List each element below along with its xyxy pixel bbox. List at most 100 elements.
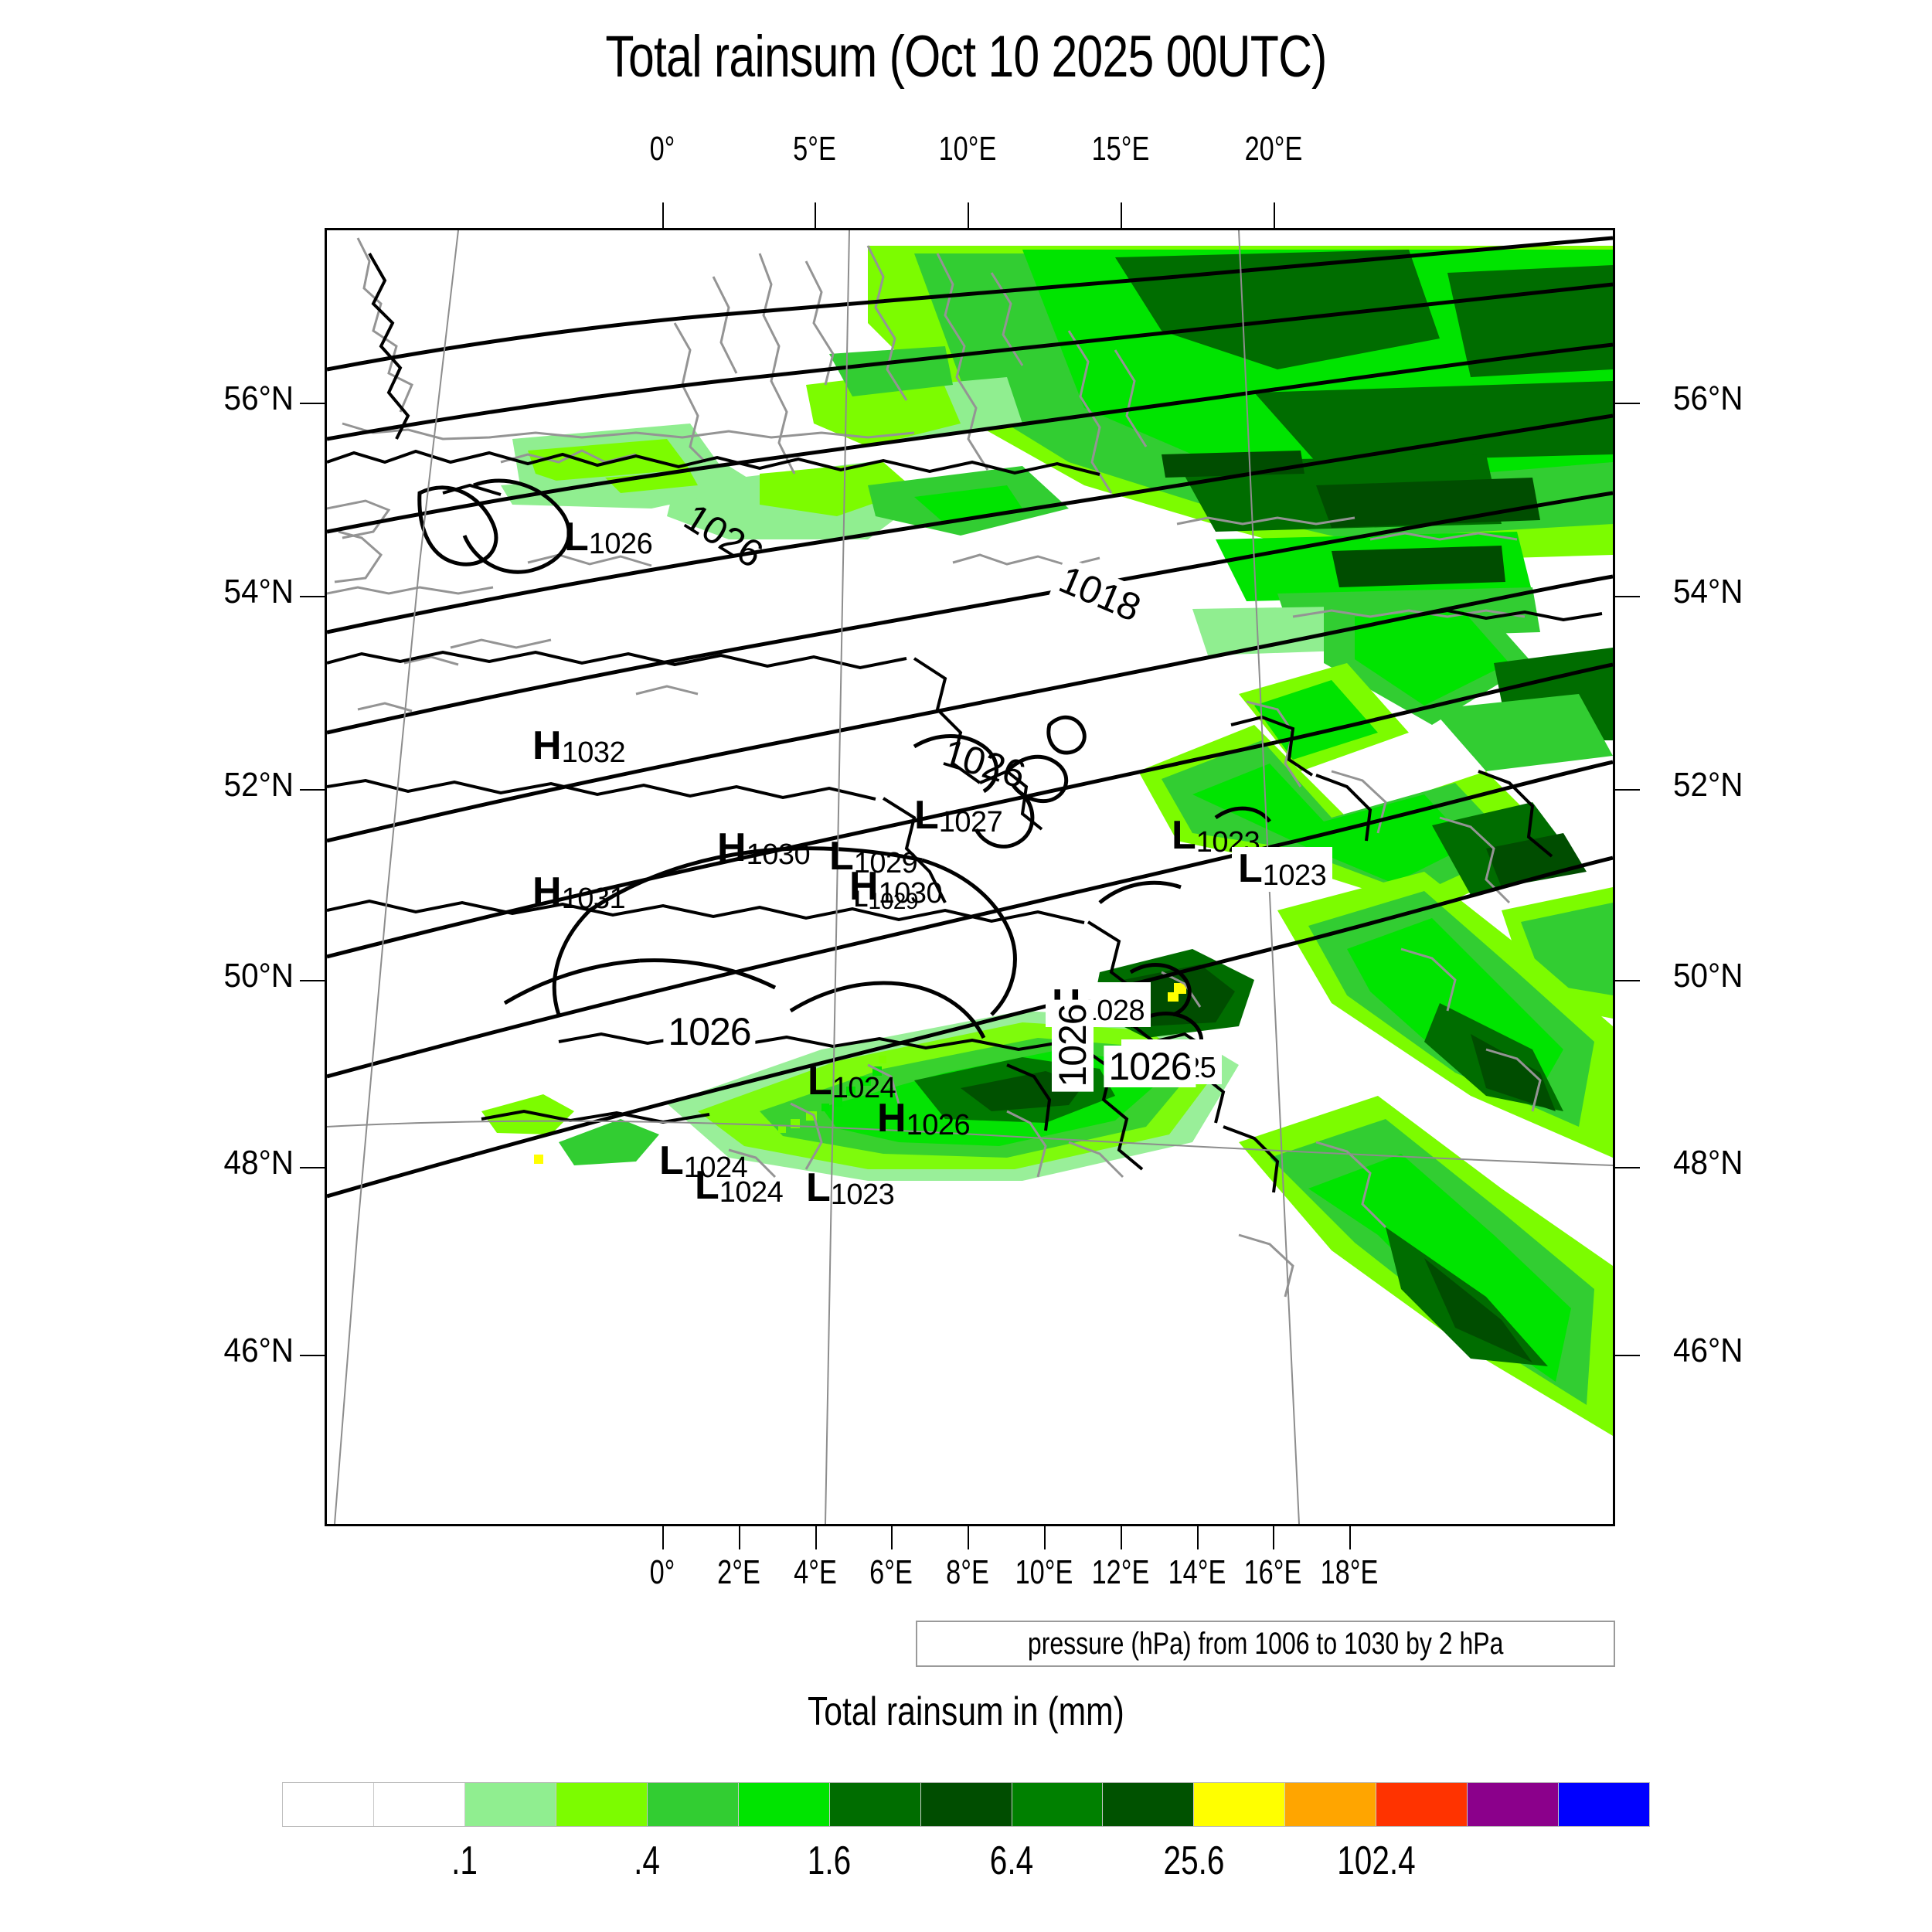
colorbar-tick-label: 1.6 [807,1838,852,1883]
pressure-center-l-label: L1024 [659,1138,748,1184]
map-graphics [327,230,1613,1524]
left-axis-tick-mark [300,596,325,597]
colorbar-cell[interactable] [1559,1783,1650,1826]
top-axis-tick-label: 20°E [1244,130,1303,168]
top-axis-tick-label: 5°E [793,130,836,168]
colorbar-cell[interactable] [373,1783,465,1826]
bottom-axis-tick-mark [968,1526,970,1549]
pressure-center-l-label: L1024 [808,1059,896,1104]
isobar-contour-label: 1026 [1051,999,1094,1092]
pressure-center-h-label: H1026 [877,1096,971,1141]
top-axis-tick-mark [662,202,664,228]
bottom-axis-tick-label: 10°E [1015,1553,1073,1591]
bottom-axis-tick-mark [1349,1526,1352,1549]
map-clip: L1026 H1032 H1031 H1030 L1029 H1030 L1029 L1027… [327,230,1613,1524]
bottom-axis-tick-label: 18°E [1320,1553,1379,1591]
pressure-center-l-label: L1024 [695,1163,784,1209]
top-axis-tick-label: 15°E [1091,130,1150,168]
colorbar-cell[interactable] [556,1783,648,1826]
colorbar-cell[interactable] [1468,1783,1560,1826]
colorbar-cell[interactable] [647,1783,739,1826]
left-axis-tick-mark [300,789,325,791]
right-axis-tick-mark [1615,596,1640,597]
pressure-legend-text: pressure (hPa) from 1006 to 1030 by 2 hP… [1027,1626,1504,1661]
pressure-center-l-label: L1029 [854,886,919,914]
top-axis-tick-mark [1121,202,1122,228]
national-borders [327,253,1603,1193]
top-axis-tick-mark [1274,202,1275,228]
colorbar-caption-text: Total rainsum in (mm) [808,1689,1124,1734]
colorbar-tick-label: 6.4 [989,1838,1034,1883]
coastlines [327,237,1542,1298]
pressure-center-h-label: H1030 [717,825,811,871]
left-latitude-label: 46°N [223,1332,294,1369]
bottom-axis-tick-label: 8°E [946,1553,990,1591]
bottom-axis-tick-mark [662,1526,664,1549]
right-latitude-label: 54°N [1673,573,1743,611]
pressure-center-h-label: H1031 [532,869,626,915]
colorbar-cell[interactable] [1376,1783,1468,1826]
left-latitude-label: 50°N [223,957,294,995]
bottom-axis-tick-mark [1120,1526,1122,1549]
left-latitude-label: 54°N [223,573,294,611]
bottom-axis-tick-mark [891,1526,893,1549]
left-axis-tick-mark [300,980,325,981]
top-axis-tick-label: 10°E [938,130,997,168]
bottom-axis-tick-label: 6°E [869,1553,913,1591]
page-title: Total rainsum (Oct 10 2025 00UTC) [605,24,1327,90]
colorbar-tick-label: 25.6 [1163,1838,1225,1883]
isobars [327,236,1613,1199]
colorbar-cell[interactable] [464,1783,556,1826]
left-axis-tick-mark [300,403,325,404]
pressure-center-h-label: H1030 [849,864,943,910]
bottom-axis-tick-mark [815,1526,817,1549]
pressure-center-l-label: L1026 [564,515,653,560]
map-plot-area[interactable]: L1026 H1032 H1031 H1030 L1029 H1030 L1029 L1027… [325,228,1615,1526]
right-axis-tick-mark [1615,1167,1640,1168]
right-latitude-label: 50°N [1673,957,1743,995]
colorbar-cell[interactable] [920,1783,1012,1826]
colorbar[interactable] [282,1782,1650,1827]
right-latitude-label: 48°N [1673,1144,1743,1182]
top-axis-tick-label: 0° [649,130,675,168]
colorbar-cell[interactable] [829,1783,921,1826]
bottom-axis-tick-mark [1273,1526,1275,1549]
left-axis-tick-mark [300,1167,325,1168]
bottom-axis-tick-mark [1196,1526,1199,1549]
bottom-axis-tick-mark [738,1526,740,1549]
right-axis-tick-mark [1615,789,1640,791]
colorbar-cell[interactable] [1012,1783,1104,1826]
colorbar-ticks: .1 .4 1.6 6.4 25.6 102.4 [282,1838,1650,1907]
right-latitude-label: 46°N [1673,1332,1743,1369]
isobar-contour-label: 1026 [663,1011,756,1053]
bottom-axis-tick-label: 16°E [1243,1553,1302,1591]
right-axis-tick-mark [1615,403,1640,404]
left-latitude-label: 52°N [223,766,294,804]
right-latitude-label: 56°N [1673,379,1743,417]
precip-shading [481,246,1613,1436]
graticule [327,230,1613,1524]
bottom-axis-tick-label: 12°E [1091,1553,1150,1591]
bottom-axis-tick-label: 14°E [1168,1553,1226,1591]
pressure-center-l-label: L1023 [1232,847,1333,892]
colorbar-cell[interactable] [1285,1783,1377,1826]
left-latitude-label: 48°N [223,1144,294,1182]
bottom-axis-tick-label: 0° [649,1553,675,1591]
left-axis-tick-mark [300,1355,325,1356]
colorbar-tick-label: .4 [634,1838,660,1883]
right-axis-tick-mark [1615,980,1640,981]
bottom-axis-tick-label: 4°E [793,1553,837,1591]
colorbar-cell[interactable] [1103,1783,1195,1826]
colorbar-cell[interactable] [738,1783,830,1826]
bottom-axis-tick-label: 2°E [716,1553,760,1591]
colorbar-cell[interactable] [283,1783,374,1826]
colorbar-cell[interactable] [1194,1783,1286,1826]
top-axis-tick-mark [815,202,816,228]
pressure-legend-box: pressure (hPa) from 1006 to 1030 by 2 hP… [916,1621,1615,1667]
colorbar-tick-label: .1 [451,1838,478,1883]
pressure-center-l-label: L1027 [914,793,1003,838]
right-latitude-label: 52°N [1673,766,1743,804]
pressure-center-l-label: L1023 [806,1165,895,1211]
left-latitude-label: 56°N [223,379,294,417]
pressure-center-l-label: L1029 [829,834,918,879]
